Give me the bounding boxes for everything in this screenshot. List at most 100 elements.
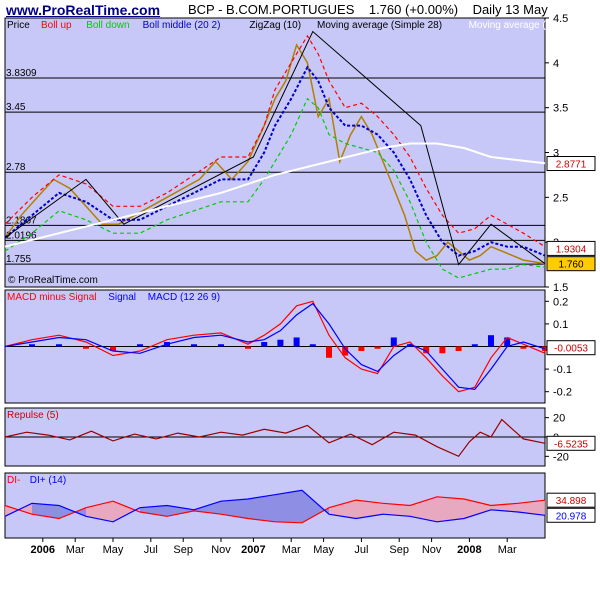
x-tick-label: Jul: [354, 544, 368, 556]
dmi-fill-segment: [356, 500, 383, 519]
site-link[interactable]: www.ProRealTime.com: [6, 2, 161, 18]
price-value-label: 1.9304: [556, 244, 587, 255]
macd-histogram-bar: [488, 335, 494, 347]
macd-histogram-bar: [520, 346, 527, 349]
macd-legend-item: MACD minus Signal: [7, 292, 96, 303]
macd-legend-item: MACD (12 26 9): [148, 292, 220, 303]
dmi-value-label: 34.898: [556, 496, 587, 507]
macd-histogram-bar: [29, 344, 35, 347]
level-label: 2.0196: [6, 230, 37, 241]
dmi-fill-segment: [221, 499, 248, 519]
x-tick-label: May: [103, 544, 124, 556]
macd-histogram-bar: [110, 346, 116, 352]
repulse-ytick-label: 20: [553, 413, 565, 425]
price-value-box: [546, 256, 596, 272]
x-tick-label: Mar: [66, 544, 85, 556]
macd-legend-item: Signal: [108, 292, 136, 303]
price-legend-item: Moving average (Simp: [469, 20, 569, 31]
price-panel: [4, 17, 546, 288]
dmi-fill-segment: [518, 500, 545, 516]
price-ytick-label: 4.5: [553, 13, 568, 25]
macd-ytick-label: 0.2: [553, 296, 568, 308]
chart-title: BCP - B.COM.PORTUGUES 1.760 (+0.00%) Dai…: [188, 2, 548, 17]
series-line-price: [4, 43, 546, 265]
x-tick-label: Nov: [211, 544, 231, 556]
series-line-zigzag: [4, 30, 546, 266]
price-value-label: 2.8771: [556, 160, 587, 171]
dmi-fill-segment: [383, 503, 410, 517]
macd-histogram-bar: [137, 344, 143, 347]
macd-histogram-bar: [455, 346, 462, 352]
series-line-bollm: [4, 65, 546, 257]
macd-histogram-bar: [277, 339, 284, 347]
repulse-ytick-label: -20: [553, 451, 569, 463]
x-tick-label: Mar: [498, 544, 517, 556]
dmi-value-label: 20.978: [556, 511, 587, 522]
dmi-fill-segment: [437, 496, 464, 522]
macd-value-label: -0.0053: [554, 344, 588, 355]
price-ytick-label: 3.5: [553, 103, 568, 115]
dmi-value-box: [546, 492, 596, 508]
series-line-ma: [4, 142, 546, 248]
price-legend-item: Moving average (Simple 28): [317, 20, 442, 31]
series-line-bolld: [4, 97, 546, 279]
x-tick-label: Nov: [422, 544, 442, 556]
macd-histogram-bar: [342, 346, 349, 356]
dmi-fill-segment: [140, 505, 167, 517]
watermark: © ProRealTime.com: [8, 275, 98, 286]
macd-histogram-bar: [358, 346, 365, 352]
price-legend-item: Boll middle (20 2): [143, 20, 221, 31]
price-legend-item: Price: [7, 20, 30, 31]
repulse-value-box: [546, 435, 596, 451]
x-tick-label: Sep: [173, 544, 193, 556]
x-tick-label: Mar: [282, 544, 301, 556]
quote-value: 1.760 (+0.00%): [368, 2, 459, 17]
level-label: 3.45: [6, 102, 26, 113]
macd-histogram-bar: [56, 344, 62, 347]
macd-value-box: [546, 340, 596, 356]
macd-ytick-label: -0.2: [553, 387, 572, 399]
macd-histogram-bar: [191, 344, 197, 347]
dmi-fill-segment: [329, 500, 356, 519]
dmi-fill-segment: [113, 501, 140, 522]
macd-histogram-bar: [261, 341, 268, 347]
price-ytick-label: 1.5: [553, 282, 568, 294]
price-value-label: 1.760: [558, 260, 583, 271]
x-tick-label: 2008: [457, 544, 481, 556]
macd-histogram-bar: [218, 344, 224, 347]
macd-histogram-bar: [423, 346, 430, 354]
macd-histogram-bar: [471, 344, 478, 347]
x-tick-label: Jul: [144, 544, 158, 556]
price-ytick-label: 2.5: [553, 192, 568, 204]
price-legend-item: ZigZag (10): [249, 20, 301, 31]
macd-histogram-bar: [439, 346, 446, 354]
macd-histogram-bar: [390, 337, 397, 347]
x-tick-label: 2007: [241, 544, 265, 556]
price-value-box: [546, 240, 596, 256]
price-legend-item: Boll up: [41, 20, 72, 31]
macd-histogram-bar: [293, 337, 300, 347]
level-label: 1.755: [6, 254, 31, 265]
level-label: 3.8309: [6, 68, 37, 79]
repulse-value-label: -6.5235: [554, 439, 588, 450]
macd-histogram-bar: [83, 346, 89, 349]
x-tick-label: May: [313, 544, 334, 556]
x-tick-label: 2006: [31, 544, 55, 556]
level-label: 2.78: [6, 162, 26, 173]
dmi-fill-segment: [248, 494, 275, 522]
repulse-legend-item: Repulse (5): [7, 410, 59, 421]
x-tick-label: Sep: [389, 544, 409, 556]
macd-histogram-bar: [245, 346, 251, 349]
macd-histogram-bar: [504, 337, 511, 347]
dmi-fill-segment: [194, 501, 221, 515]
dmi-fill-segment: [275, 490, 302, 523]
dmi-legend-item: DI-: [7, 475, 20, 486]
price-ytick-label: 4: [553, 58, 559, 70]
price-ytick-label: 3: [553, 148, 559, 160]
dmi-fill-segment: [410, 496, 437, 522]
series-line-diplus: [4, 489, 546, 523]
dmi-fill-segment: [302, 490, 329, 523]
dmi-fill-segment: [167, 505, 194, 517]
dmi-value-box: [546, 507, 596, 523]
